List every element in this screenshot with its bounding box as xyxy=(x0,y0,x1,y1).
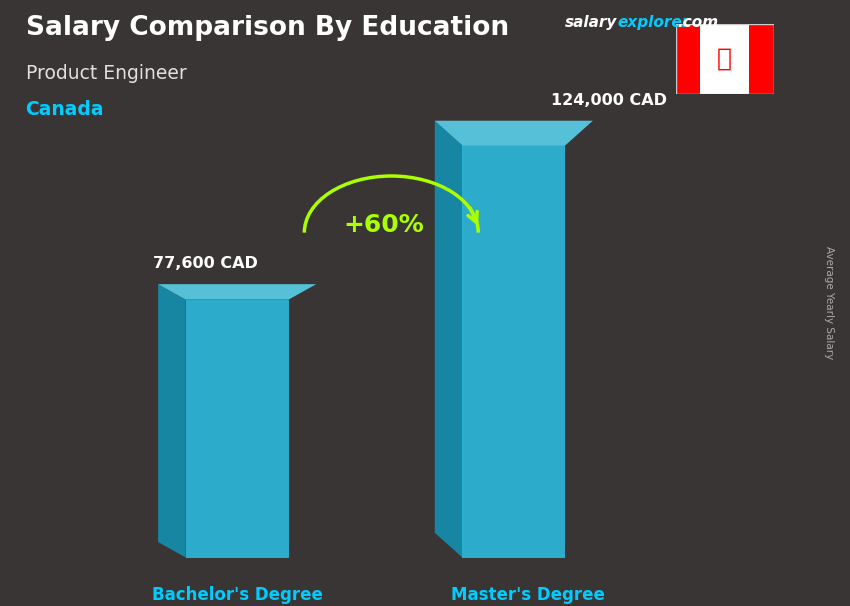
Text: Bachelor's Degree: Bachelor's Degree xyxy=(151,586,323,604)
Text: Average Yearly Salary: Average Yearly Salary xyxy=(824,247,834,359)
Text: explorer: explorer xyxy=(617,15,689,30)
Text: Canada: Canada xyxy=(26,100,104,119)
Polygon shape xyxy=(434,121,462,558)
Polygon shape xyxy=(158,284,316,299)
Text: 🍁: 🍁 xyxy=(717,47,732,71)
Polygon shape xyxy=(434,121,593,145)
Polygon shape xyxy=(158,284,186,558)
Polygon shape xyxy=(462,145,565,558)
Polygon shape xyxy=(186,299,288,558)
Text: .com: .com xyxy=(677,15,718,30)
Text: salary: salary xyxy=(565,15,618,30)
Text: Master's Degree: Master's Degree xyxy=(450,586,604,604)
Text: +60%: +60% xyxy=(343,213,424,237)
Text: 77,600 CAD: 77,600 CAD xyxy=(153,256,258,271)
Text: Salary Comparison By Education: Salary Comparison By Education xyxy=(26,15,508,41)
Text: Product Engineer: Product Engineer xyxy=(26,64,186,82)
Text: 124,000 CAD: 124,000 CAD xyxy=(551,93,666,108)
Bar xyxy=(676,24,700,94)
Bar xyxy=(749,24,774,94)
